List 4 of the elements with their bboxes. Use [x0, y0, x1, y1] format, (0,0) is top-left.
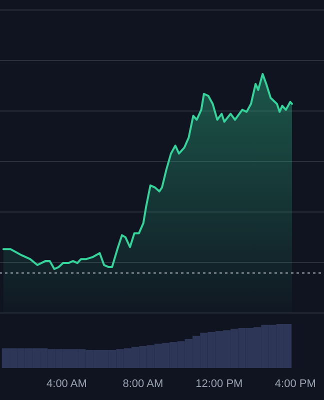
x-tick-label: 8:00 AM: [122, 378, 164, 390]
x-tick-label: 4:00 PM: [274, 378, 316, 390]
x-tick-label: 4:00 AM: [46, 378, 87, 390]
x-tick-label: 12:00 PM: [196, 378, 243, 390]
